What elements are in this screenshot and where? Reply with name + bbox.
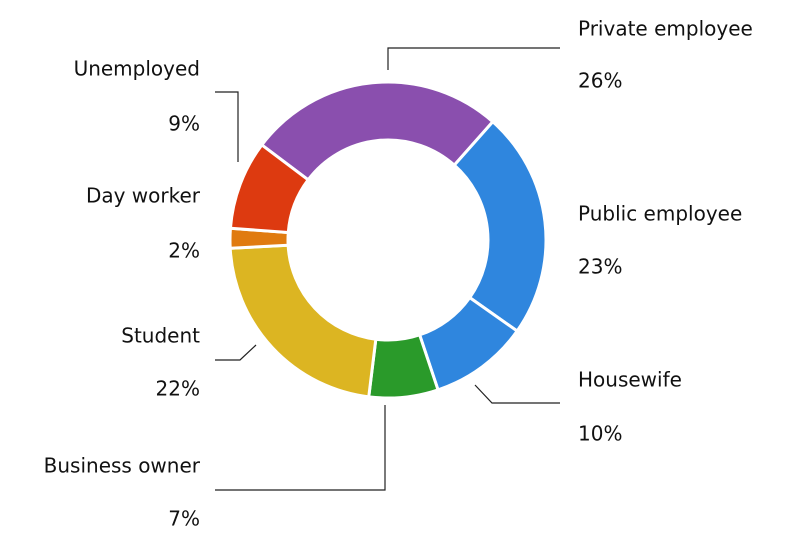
slice-value: 7% [168, 507, 200, 530]
leader-line [215, 405, 386, 491]
donut-slice [228, 243, 378, 399]
slice-label: Business owner [44, 454, 201, 478]
leader-line [215, 91, 239, 162]
slice-label: Housewife [578, 368, 682, 392]
leader-line [215, 344, 257, 361]
slice-value: 23% [578, 255, 622, 279]
slice-value: 9% [168, 112, 200, 136]
slice-label: Unemployed [74, 57, 200, 81]
leader-line [474, 384, 560, 404]
donut-slice [228, 142, 311, 235]
leader-line [387, 47, 560, 70]
slice-label: Student [121, 324, 200, 348]
slice-value: 26% [578, 69, 622, 93]
slice-label: Private employee [578, 17, 753, 41]
slice-label: Public employee [578, 202, 742, 226]
slice-label: Day worker [86, 184, 201, 208]
donut-slice [259, 80, 495, 182]
slice-value: 22% [156, 377, 200, 401]
donut-slice [452, 119, 548, 334]
slice-value: 2% [168, 239, 200, 263]
slice-value: 10% [578, 422, 622, 446]
